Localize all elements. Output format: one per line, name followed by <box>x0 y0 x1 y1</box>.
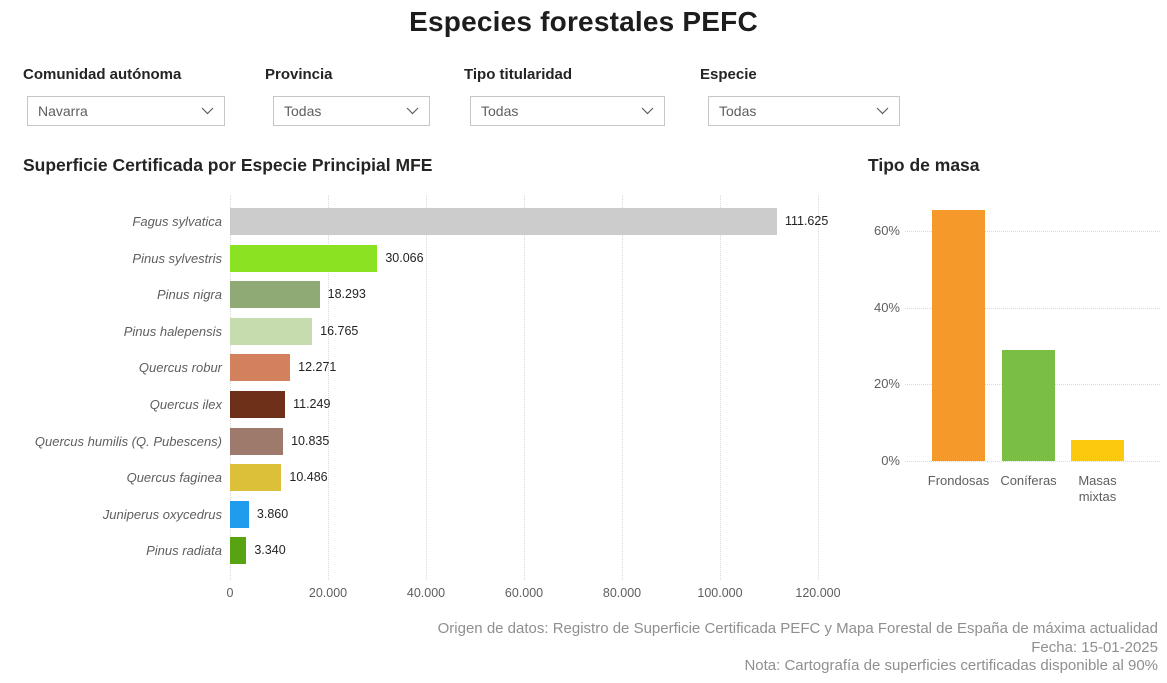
y-gridline <box>905 307 1160 309</box>
y-gridline <box>905 461 1160 462</box>
chart-tipo-de-masa: Tipo de masa 0% 20% 40% 60% Frondosas Conífer… <box>868 155 1167 625</box>
x-axis-tick-label: 60.000 <box>504 586 544 600</box>
chevron-down-icon <box>201 102 214 120</box>
dropdown-selected-value: Navarra <box>38 103 88 119</box>
category-label: Masas mixtas <box>1078 473 1117 504</box>
category-label: Pinus halepensis <box>123 323 222 339</box>
bar-quercus-humilis-q-pubescens[interactable] <box>230 427 284 455</box>
category-label: Fagus sylvatica <box>132 214 222 229</box>
bar-value-label: 11.249 <box>293 397 331 411</box>
bar-value-label: 10.835 <box>291 433 330 448</box>
x-gridline <box>622 195 623 580</box>
category-label: Quercus robur <box>138 360 222 376</box>
dropdown-selected-value: Todas <box>719 103 757 119</box>
chart-title: Tipo de masa <box>868 155 980 175</box>
chevron-down-icon <box>876 102 889 120</box>
bar-pinus-sylvestris[interactable] <box>230 244 378 272</box>
y-axis-tick-label: 60% <box>873 223 900 239</box>
slicer-comunidad-autonoma: Comunidad autónoma Navarra <box>23 66 225 126</box>
bar-value-label: 111.625 <box>784 214 829 228</box>
bar-value-label: 18.293 <box>327 287 366 302</box>
x-axis-tick-label: 0 <box>226 586 234 600</box>
page-title: Especies forestales PEFC <box>409 6 758 37</box>
x-gridline <box>426 195 427 580</box>
footer-line-nota: Nota: Cartografía de superficies certifi… <box>744 657 1158 674</box>
dropdown-selected-value: Todas <box>284 103 322 119</box>
bar-fagus-sylvatica[interactable] <box>230 208 777 235</box>
slicer-especie: Especie Todas <box>700 66 900 126</box>
category-label: Coníferas <box>1000 473 1057 488</box>
dropdown-selected-value: Todas <box>481 103 519 119</box>
chart-title: Superficie Certificada por Especie Princ… <box>23 155 433 175</box>
y-axis-tick-label: 40% <box>873 299 900 315</box>
bar-quercus-robur[interactable] <box>230 354 291 382</box>
chart-superficie-certificada: Superficie Certificada por Especie Princ… <box>23 155 841 607</box>
category-label: Quercus ilex <box>149 397 222 412</box>
x-axis-tick-label: 80.000 <box>602 586 642 600</box>
bar-coníferas[interactable] <box>1002 349 1055 461</box>
slicer-tipo-titularidad: Tipo titularidad Todas <box>464 66 665 126</box>
bar-value-label: 3.340 <box>254 543 286 558</box>
slicer-label: Tipo titularidad <box>464 66 573 83</box>
bar-value-label: 10.486 <box>289 470 328 485</box>
provincia-dropdown[interactable]: Todas <box>273 96 430 126</box>
bar-value-label: 30.066 <box>385 250 424 265</box>
bar-masas-mixtas[interactable] <box>1071 439 1124 461</box>
bar-frondosas[interactable] <box>932 209 985 461</box>
category-label: Quercus faginea <box>126 470 222 486</box>
x-gridline <box>328 195 329 580</box>
x-gridline <box>230 195 231 580</box>
tipo-titularidad-dropdown[interactable]: Todas <box>470 96 665 126</box>
slicer-label: Provincia <box>265 66 333 83</box>
bar-pinus-radiata[interactable] <box>230 537 247 565</box>
category-label: Frondosas <box>927 473 990 488</box>
bar-chart-plot-area: 0 20.000 40.000 60.000 80.000 100.000 120.000 F… <box>35 195 841 600</box>
x-gridline <box>720 195 721 580</box>
y-gridline <box>905 231 1160 233</box>
category-label: Pinus nigra <box>156 287 222 303</box>
category-label: Pinus radiata <box>146 543 222 559</box>
slicer-label: Comunidad autónoma <box>23 66 182 83</box>
category-label: Juniperus oxycedrus <box>102 506 222 522</box>
column-chart-plot-area: 0% 20% 40% 60% Frondosas Coníferas Masas mixta… <box>868 195 1167 504</box>
x-axis-tick-label: 120.000 <box>795 586 841 600</box>
y-axis-tick-label: 0% <box>881 453 900 468</box>
bar-pinus-halepensis[interactable] <box>230 317 313 345</box>
slicer-provincia: Provincia Todas <box>265 66 430 126</box>
x-gridline <box>818 195 819 580</box>
bar-pinus-nigra[interactable] <box>230 281 320 309</box>
x-axis-tick-label: 20.000 <box>308 586 348 600</box>
category-label: Quercus humilis (Q. Pubescens) <box>34 433 222 449</box>
chevron-down-icon <box>406 102 419 120</box>
bar-value-label: 3.860 <box>256 506 289 521</box>
bar-juniperus-oxycedrus[interactable] <box>230 500 249 528</box>
slicer-label: Especie <box>700 66 757 83</box>
x-gridline <box>524 195 525 580</box>
x-axis-tick-label: 40.000 <box>406 586 446 600</box>
comunidad-autonoma-dropdown[interactable]: Navarra <box>27 96 225 126</box>
data-source-note: Origen de datos: Registro de Superficie … <box>438 620 1158 676</box>
bar-value-label: 12.271 <box>298 360 337 375</box>
category-label: Pinus sylvestris <box>132 250 222 266</box>
chevron-down-icon <box>641 102 654 120</box>
footer-line-fecha: Fecha: 15-01-2025 <box>1031 638 1158 656</box>
y-axis-tick-label: 20% <box>873 376 900 392</box>
bar-quercus-ilex[interactable] <box>230 391 286 418</box>
x-axis-tick-label: 100.000 <box>697 586 743 600</box>
especie-dropdown[interactable]: Todas <box>708 96 900 126</box>
bar-value-label: 16.765 <box>320 323 359 338</box>
footer-line-origin: Origen de datos: Registro de Superficie … <box>437 620 1158 637</box>
bar-quercus-faginea[interactable] <box>230 464 282 492</box>
